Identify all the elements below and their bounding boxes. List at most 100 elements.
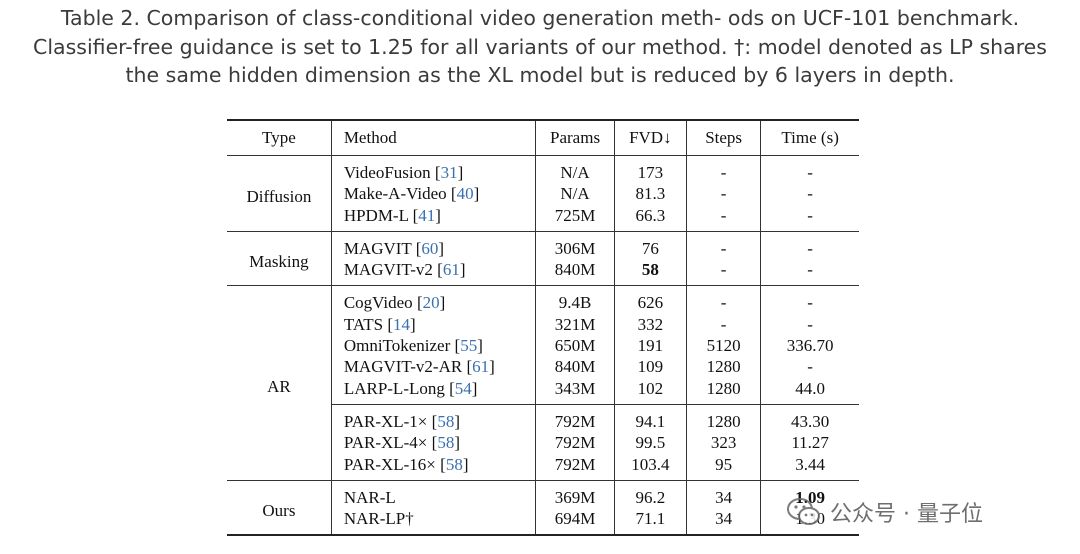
- type-cell: Diffusion: [227, 155, 332, 232]
- params-cell: 792M: [535, 453, 615, 481]
- time-cell: -: [807, 260, 813, 280]
- method-cell: TATS [14]: [331, 313, 537, 336]
- params-cell: 369M: [535, 480, 615, 509]
- table-row: PAR-XL-1× [58] 792M 94.1 1280 43.30: [227, 403, 859, 433]
- method-cell: LARP-L-Long [54]: [331, 377, 537, 405]
- header-time: Time (s): [760, 120, 859, 156]
- method-cell: MAGVIT [60]: [331, 231, 537, 260]
- table-row: MAGVIT-v2-AR [61] 840M 109 1280 -: [227, 356, 859, 378]
- header-params: Params: [535, 120, 615, 156]
- steps-cell: -: [686, 313, 762, 336]
- citation-link[interactable]: 61: [472, 357, 490, 377]
- group-ar: AR CogVideo [20] 9.4B 626 - - TATS [14] …: [227, 285, 859, 481]
- table-row: Make-A-Video [40] N/A 81.3 - -: [227, 183, 859, 205]
- steps-cell: 5120: [686, 335, 762, 357]
- time-cell: 43.30: [760, 403, 859, 433]
- time-cell: -: [807, 205, 813, 225]
- method-cell: HPDM-L [41]: [331, 204, 537, 232]
- time-cell: -: [807, 238, 813, 258]
- params-cell: 343M: [535, 377, 615, 405]
- citation-link[interactable]: 31: [440, 163, 458, 182]
- params-cell: N/A: [535, 155, 615, 184]
- params-cell: 792M: [535, 432, 615, 454]
- group-masking: Masking MAGVIT [60] 306M 76 - - MAGVIT-v…: [227, 231, 859, 286]
- params-cell: 694M: [535, 508, 615, 536]
- time-cell: -: [807, 314, 813, 334]
- time-cell: 336.70: [786, 336, 834, 356]
- table-row: Masking MAGVIT [60] 306M 76 - -: [227, 231, 859, 286]
- method-cell: OmniTokenizer [55]: [331, 335, 537, 357]
- time-cell: -: [807, 357, 813, 377]
- fvd-cell: 71.1: [614, 508, 687, 536]
- method-cell: NAR-LP†: [331, 508, 537, 536]
- table-row: TATS [14] 321M 332 - -: [227, 313, 859, 336]
- type-cell: Ours: [227, 480, 332, 536]
- time-cell: 11.27: [791, 433, 829, 453]
- citation-link[interactable]: 60: [421, 238, 439, 258]
- method-cell: NAR-L: [331, 480, 537, 509]
- group-ours: Ours NAR-L 369M 96.2 34 1.09 NAR-LP† 694…: [227, 480, 859, 536]
- fvd-cell: 76: [614, 231, 687, 260]
- citation-link[interactable]: 58: [437, 411, 455, 431]
- fvd-cell: 96.2: [614, 480, 687, 509]
- table-row: LARP-L-Long [54] 343M 102 1280 44.0: [227, 377, 859, 405]
- params-cell: 792M: [535, 403, 615, 433]
- table-row: PAR-XL-4× [58] 792M 99.5 323 11.27: [227, 432, 859, 454]
- fvd-cell: 103.4: [614, 453, 687, 481]
- citation-link[interactable]: 61: [442, 260, 460, 280]
- table-row: Ours NAR-L 369M 96.2 34 1.09: [227, 480, 859, 536]
- params-cell: N/A: [535, 183, 615, 205]
- method-cell: MAGVIT-v2-AR [61]: [331, 356, 537, 378]
- type-cell: AR: [227, 285, 332, 481]
- header-steps: Steps: [686, 120, 762, 156]
- caption-line-3: the same hidden dimension as the XL mode…: [125, 63, 955, 87]
- table-row: NAR-LP† 694M 71.1 34 1.30: [227, 508, 859, 536]
- method-cell: MAGVIT-v2 [61]: [331, 259, 537, 286]
- steps-cell: 323: [686, 432, 762, 454]
- method-cell: CogVideo [20]: [331, 285, 537, 314]
- fvd-cell: 109: [614, 356, 687, 378]
- method-cell: PAR-XL-16× [58]: [331, 453, 537, 481]
- params-cell: 650M: [535, 335, 615, 357]
- fvd-cell-best: 58: [614, 259, 687, 286]
- header-type: Type: [227, 120, 332, 156]
- table-header-row: Type Method Params FVD↓ Steps Time (s): [227, 120, 859, 156]
- watermark-text: 公众号 · 量子位: [830, 502, 983, 527]
- steps-cell: 95: [686, 453, 762, 481]
- steps-cell: -: [686, 155, 762, 184]
- time-cell: -: [807, 293, 813, 313]
- citation-link[interactable]: 58: [445, 454, 463, 474]
- fvd-cell: 81.3: [614, 183, 687, 205]
- table-row: OmniTokenizer [55] 650M 191 5120 336.70: [227, 335, 859, 357]
- fvd-cell: 332: [614, 313, 687, 336]
- table-caption: Table 2. Comparison of class-conditional…: [0, 4, 1080, 90]
- type-cell: Masking: [227, 231, 332, 286]
- citation-link[interactable]: 14: [393, 314, 410, 334]
- table-row: PAR-XL-16× [58] 792M 103.4 95 3.44: [227, 453, 859, 481]
- time-cell: -: [807, 184, 813, 204]
- header-method: Method: [331, 120, 537, 156]
- fvd-cell: 94.1: [614, 403, 687, 433]
- fvd-cell: 102: [614, 377, 687, 405]
- method-cell: PAR-XL-4× [58]: [331, 432, 537, 454]
- fvd-cell: 99.5: [614, 432, 687, 454]
- fvd-cell: 173: [614, 155, 687, 184]
- table-row: AR CogVideo [20] 9.4B 626 - -: [227, 285, 859, 481]
- steps-cell: -: [686, 183, 762, 205]
- watermark: 公众号 · 量子位: [786, 494, 983, 530]
- steps-cell: 1280: [686, 403, 762, 433]
- time-cell: 3.44: [795, 454, 825, 474]
- citation-link[interactable]: 55: [460, 336, 478, 356]
- comparison-table: Type Method Params FVD↓ Steps Time (s) D…: [227, 119, 859, 536]
- steps-cell: 34: [686, 480, 762, 509]
- params-cell: 840M: [535, 259, 615, 286]
- steps-cell: -: [686, 204, 762, 232]
- citation-link[interactable]: 54: [454, 378, 472, 398]
- citation-link[interactable]: 58: [437, 433, 455, 453]
- params-cell: 9.4B: [535, 285, 615, 314]
- citation-link[interactable]: 40: [456, 184, 474, 204]
- method-cell: PAR-XL-1× [58]: [331, 403, 537, 433]
- method-cell: VideoFusion [31]: [331, 155, 537, 184]
- citation-link[interactable]: 41: [418, 205, 436, 225]
- citation-link[interactable]: 20: [422, 293, 440, 313]
